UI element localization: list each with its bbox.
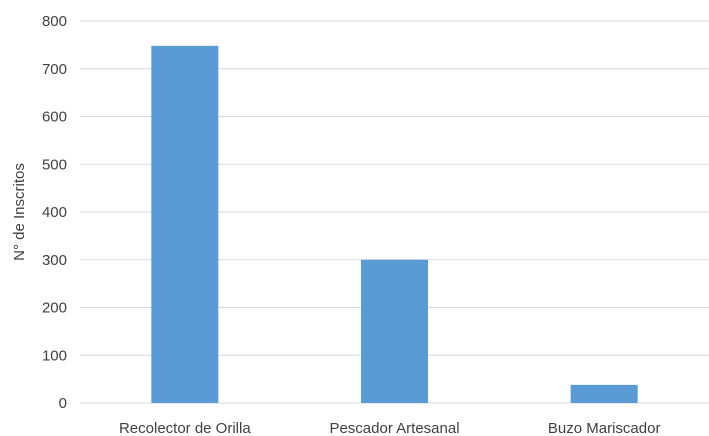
y-tick-label: 200 — [42, 300, 67, 317]
x-tick-label: Recolector de Orilla — [119, 420, 251, 436]
bars — [151, 45, 638, 404]
y-axis-title: N° de Inscritos — [11, 163, 28, 261]
bar — [151, 45, 219, 404]
y-tick-label: 0 — [59, 395, 67, 412]
y-tick-label: 600 — [42, 109, 67, 126]
y-tick-label: 100 — [42, 347, 67, 364]
y-tick-label: 700 — [42, 61, 67, 78]
y-tick-label: 400 — [42, 204, 67, 221]
y-axis-ticks: 0 100 200 300 400 500 600 700 800 — [42, 13, 67, 412]
x-tick-label: Buzo Mariscador — [548, 420, 661, 436]
x-axis-ticks: Recolector de Orilla Pescador Artesanal Bu… — [119, 420, 660, 436]
bar — [570, 384, 638, 403]
y-tick-label: 500 — [42, 156, 67, 173]
y-tick-label: 300 — [42, 252, 67, 269]
x-tick-label: Pescador Artesanal — [329, 420, 459, 436]
bar — [361, 259, 428, 403]
y-tick-label: 800 — [42, 13, 67, 30]
